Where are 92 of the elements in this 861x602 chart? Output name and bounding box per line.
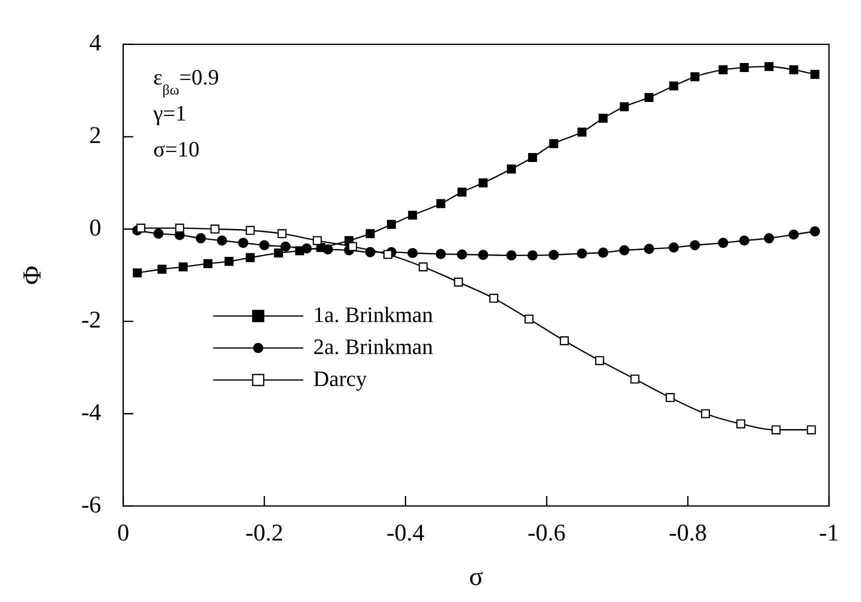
point: [806, 425, 816, 434]
y-tick-label: 4: [89, 30, 102, 57]
point: [576, 248, 588, 259]
point: [246, 253, 255, 262]
point: [386, 220, 396, 229]
point: [577, 128, 586, 137]
point: [739, 235, 750, 246]
point: [158, 264, 166, 274]
point: [322, 244, 333, 254]
x-tick-label: -1: [819, 520, 840, 547]
y-axis-title: Φ: [17, 266, 46, 285]
x-tick-label: 0: [117, 520, 130, 547]
point: [383, 250, 392, 259]
point: [478, 178, 488, 188]
point: [418, 262, 428, 272]
point: [454, 278, 463, 287]
point: [598, 247, 608, 258]
point: [238, 238, 248, 248]
point: [524, 314, 534, 324]
point: [506, 250, 516, 260]
point: [690, 72, 700, 82]
x-tick-label: -0.2: [245, 520, 284, 547]
point: [764, 62, 774, 72]
point: [690, 240, 700, 250]
point: [136, 224, 146, 233]
point: [560, 336, 569, 346]
point: [718, 238, 728, 248]
point: [718, 65, 728, 74]
point: [772, 425, 781, 434]
point: [736, 419, 746, 428]
point: [216, 235, 228, 246]
point: [407, 248, 418, 258]
point: [457, 188, 466, 197]
point: [506, 164, 516, 174]
point: [210, 224, 220, 234]
point: [153, 228, 164, 239]
point: [701, 409, 710, 418]
annotation: γ=1: [152, 100, 186, 126]
x-tick-label: -0.4: [386, 520, 425, 547]
x-tick-label: -0.6: [528, 520, 566, 547]
point: [178, 262, 188, 272]
point: [619, 245, 630, 256]
point: [196, 233, 206, 244]
point: [788, 229, 799, 240]
point: [666, 393, 675, 402]
y-tick-label: -2: [81, 308, 102, 334]
point: [478, 250, 488, 260]
point: [203, 259, 212, 268]
point: [408, 210, 418, 220]
point: [528, 153, 538, 162]
point: [740, 62, 749, 72]
point: [810, 226, 820, 236]
point: [644, 244, 654, 254]
point: [549, 139, 558, 148]
point: [598, 114, 608, 123]
point: [246, 226, 255, 235]
point: [348, 242, 358, 252]
point: [595, 356, 604, 366]
point: [548, 250, 559, 260]
point: [312, 236, 322, 246]
point: [366, 229, 375, 238]
point: [810, 70, 820, 79]
point: [175, 224, 184, 233]
point: [456, 249, 468, 260]
point: [302, 243, 312, 254]
point: [278, 229, 286, 238]
y-tick-label: 0: [89, 215, 102, 242]
point: [274, 248, 283, 258]
legend-label: Darcy: [313, 366, 367, 391]
legend-label: 1a. Brinkman: [313, 302, 433, 327]
point: [489, 294, 498, 303]
x-axis-title: σ: [469, 562, 484, 592]
point: [630, 374, 640, 384]
point: [789, 65, 798, 74]
legend-label: 2a. Brinkman: [313, 334, 433, 359]
annotation: σ=10: [153, 136, 200, 162]
point: [280, 241, 291, 252]
x-tick-label: -0.8: [668, 520, 707, 547]
y-tick-label: 2: [89, 123, 102, 150]
point: [132, 268, 142, 278]
point: [436, 199, 446, 208]
point: [259, 240, 270, 250]
point: [620, 102, 629, 112]
point: [527, 250, 538, 260]
y-tick-label: -4: [81, 400, 102, 426]
point: [436, 248, 446, 260]
y-tick-label: -6: [81, 492, 102, 518]
point: [644, 92, 654, 102]
point: [764, 233, 774, 244]
point: [669, 81, 678, 90]
point: [668, 242, 679, 253]
point: [224, 256, 234, 266]
